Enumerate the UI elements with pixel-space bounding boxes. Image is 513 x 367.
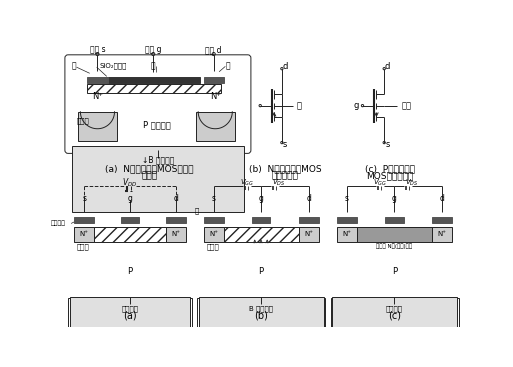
FancyBboxPatch shape xyxy=(65,55,251,153)
Bar xyxy=(70,297,190,367)
Text: N⁺: N⁺ xyxy=(209,231,218,237)
Bar xyxy=(224,226,299,242)
Text: (a): (a) xyxy=(123,311,137,321)
Bar xyxy=(198,298,325,367)
Text: d: d xyxy=(440,194,445,203)
Text: N⁺: N⁺ xyxy=(80,231,89,237)
Bar xyxy=(385,217,404,223)
Text: s: s xyxy=(283,141,287,149)
Bar xyxy=(337,217,357,223)
Bar xyxy=(74,226,94,242)
Text: N⁺: N⁺ xyxy=(210,92,221,101)
Text: 衬底引线: 衬底引线 xyxy=(122,306,139,312)
Bar xyxy=(78,112,117,141)
Bar xyxy=(121,217,140,223)
Text: d: d xyxy=(385,62,390,71)
Text: 铝: 铝 xyxy=(72,61,76,70)
Bar xyxy=(337,226,357,242)
Text: 铝: 铝 xyxy=(151,61,155,70)
Bar xyxy=(166,226,186,242)
Text: 耗尽层: 耗尽层 xyxy=(207,243,219,250)
Text: N⁺: N⁺ xyxy=(171,231,180,237)
Bar xyxy=(219,226,304,236)
Bar xyxy=(107,77,200,83)
Text: 铝: 铝 xyxy=(226,61,231,70)
Text: g: g xyxy=(128,194,132,203)
Text: P: P xyxy=(259,267,264,276)
Text: 二氧化硟: 二氧化硟 xyxy=(51,221,66,226)
Bar xyxy=(299,217,319,223)
Text: 管代表符号: 管代表符号 xyxy=(271,171,299,180)
Bar xyxy=(331,298,459,367)
Bar xyxy=(432,217,452,223)
Text: N⁺: N⁺ xyxy=(343,231,351,237)
Text: $V_{GG}$: $V_{GG}$ xyxy=(240,178,254,188)
Bar xyxy=(87,77,108,83)
Text: 示意图: 示意图 xyxy=(141,171,157,180)
Bar xyxy=(199,297,324,367)
Text: $V_{DD}$: $V_{DD}$ xyxy=(123,177,137,189)
Bar xyxy=(94,226,166,242)
Text: d: d xyxy=(307,194,311,203)
Text: g: g xyxy=(259,194,263,203)
Text: N⁺: N⁺ xyxy=(305,231,313,237)
Bar xyxy=(432,226,452,242)
Bar xyxy=(72,146,244,212)
Text: N⁺: N⁺ xyxy=(438,231,447,237)
Text: d: d xyxy=(173,194,178,203)
Text: 耗尽层 N型(感生)沟道: 耗尽层 N型(感生)沟道 xyxy=(376,244,412,249)
Text: 源极 s: 源极 s xyxy=(90,45,105,54)
Text: 衬底: 衬底 xyxy=(401,101,411,110)
Text: 漏极 d: 漏极 d xyxy=(205,45,222,54)
Bar xyxy=(68,298,192,367)
Text: g: g xyxy=(353,101,359,110)
Bar xyxy=(352,226,437,236)
Bar xyxy=(204,217,224,223)
Bar xyxy=(332,297,457,367)
Text: $V_{DS}$: $V_{DS}$ xyxy=(405,178,419,188)
Bar xyxy=(252,217,270,223)
Text: (c): (c) xyxy=(388,311,401,321)
Text: (b): (b) xyxy=(254,311,268,321)
Text: s: s xyxy=(385,141,389,149)
Text: s: s xyxy=(345,194,349,203)
Text: $V_{GG}$: $V_{GG}$ xyxy=(373,178,387,188)
Bar xyxy=(74,217,94,223)
Text: 铝: 铝 xyxy=(195,208,200,214)
Text: 衬: 衬 xyxy=(297,101,302,110)
Text: P: P xyxy=(392,267,397,276)
Text: (c)  P沟道增强型: (c) P沟道增强型 xyxy=(365,164,415,173)
Bar xyxy=(299,226,319,242)
Text: P 型硟衬底: P 型硟衬底 xyxy=(143,120,171,130)
Text: (b)  N沟道增强型MOS: (b) N沟道增强型MOS xyxy=(249,164,321,173)
Text: s: s xyxy=(82,194,86,203)
Text: (a)  N沟道增强型MOS管结构: (a) N沟道增强型MOS管结构 xyxy=(105,164,193,173)
Bar xyxy=(204,226,224,242)
Text: N⁺: N⁺ xyxy=(92,92,103,101)
Text: g: g xyxy=(392,194,397,203)
Bar xyxy=(90,226,170,236)
Text: SiO₂绍缘层: SiO₂绍缘层 xyxy=(99,62,126,69)
Bar xyxy=(204,77,224,83)
Text: B 衬底引线: B 衬底引线 xyxy=(249,306,273,312)
Text: s: s xyxy=(212,194,215,203)
Text: d: d xyxy=(282,62,288,71)
Text: P: P xyxy=(127,267,132,276)
Bar xyxy=(87,84,221,93)
Bar xyxy=(166,217,186,223)
Text: 耗尽层: 耗尽层 xyxy=(77,243,90,250)
Text: 耗尽层: 耗尽层 xyxy=(77,118,90,124)
Text: 栏极 g: 栏极 g xyxy=(145,45,162,54)
Bar xyxy=(196,112,234,141)
Text: MOS管代表符号: MOS管代表符号 xyxy=(366,171,413,180)
Text: ↓B 衬底引线: ↓B 衬底引线 xyxy=(142,156,174,165)
Text: $V_{DS}$: $V_{DS}$ xyxy=(272,178,286,188)
Text: 衬底引线: 衬底引线 xyxy=(386,306,403,312)
Bar xyxy=(357,226,432,242)
